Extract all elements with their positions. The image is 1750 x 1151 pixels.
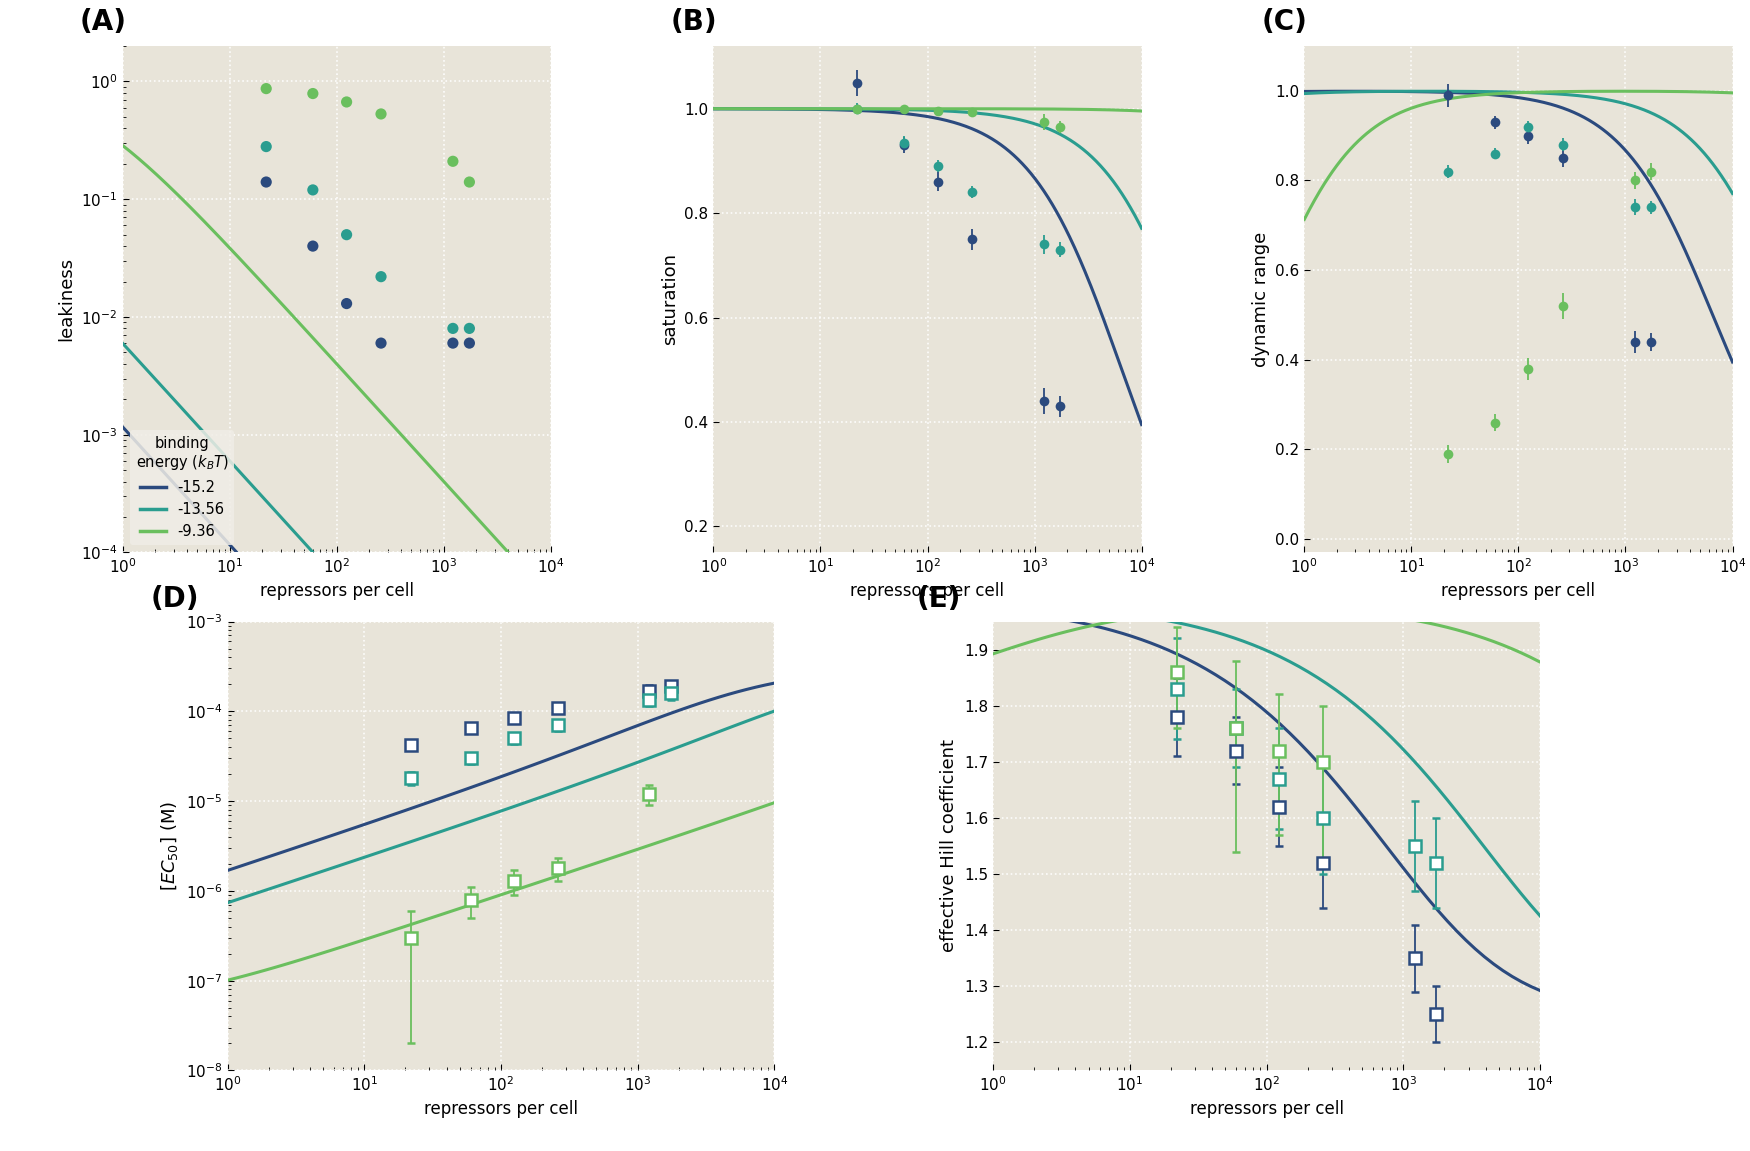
Point: [368, 267, 396, 285]
Y-axis label: $[EC_{50}]$ (M): $[EC_{50}]$ (M): [159, 801, 180, 891]
Point: [368, 334, 396, 352]
Text: (D): (D): [150, 585, 200, 612]
Point: [332, 295, 360, 313]
Point: [455, 173, 483, 191]
X-axis label: repressors per cell: repressors per cell: [1442, 581, 1596, 600]
X-axis label: repressors per cell: repressors per cell: [850, 581, 1004, 600]
Point: [299, 237, 327, 256]
Y-axis label: dynamic range: dynamic range: [1251, 231, 1270, 367]
Legend: -15.2, -13.56, -9.36: -15.2, -13.56, -9.36: [130, 429, 234, 546]
Point: [439, 334, 467, 352]
Point: [455, 319, 483, 337]
Text: (C): (C): [1262, 8, 1307, 36]
Point: [332, 226, 360, 244]
Point: [252, 137, 280, 155]
Point: [368, 105, 396, 123]
Y-axis label: saturation: saturation: [662, 253, 679, 345]
X-axis label: repressors per cell: repressors per cell: [424, 1099, 578, 1118]
Text: (E): (E): [917, 585, 961, 612]
Point: [439, 319, 467, 337]
Point: [455, 334, 483, 352]
Text: (B): (B): [670, 8, 718, 36]
Text: (A): (A): [80, 8, 126, 36]
Point: [252, 79, 280, 98]
Point: [252, 173, 280, 191]
Point: [439, 152, 467, 170]
Point: [299, 181, 327, 199]
Point: [299, 84, 327, 102]
X-axis label: repressors per cell: repressors per cell: [1190, 1099, 1344, 1118]
X-axis label: repressors per cell: repressors per cell: [259, 581, 413, 600]
Point: [332, 93, 360, 112]
Y-axis label: effective Hill coefficient: effective Hill coefficient: [940, 739, 959, 953]
Y-axis label: leakiness: leakiness: [58, 257, 75, 342]
